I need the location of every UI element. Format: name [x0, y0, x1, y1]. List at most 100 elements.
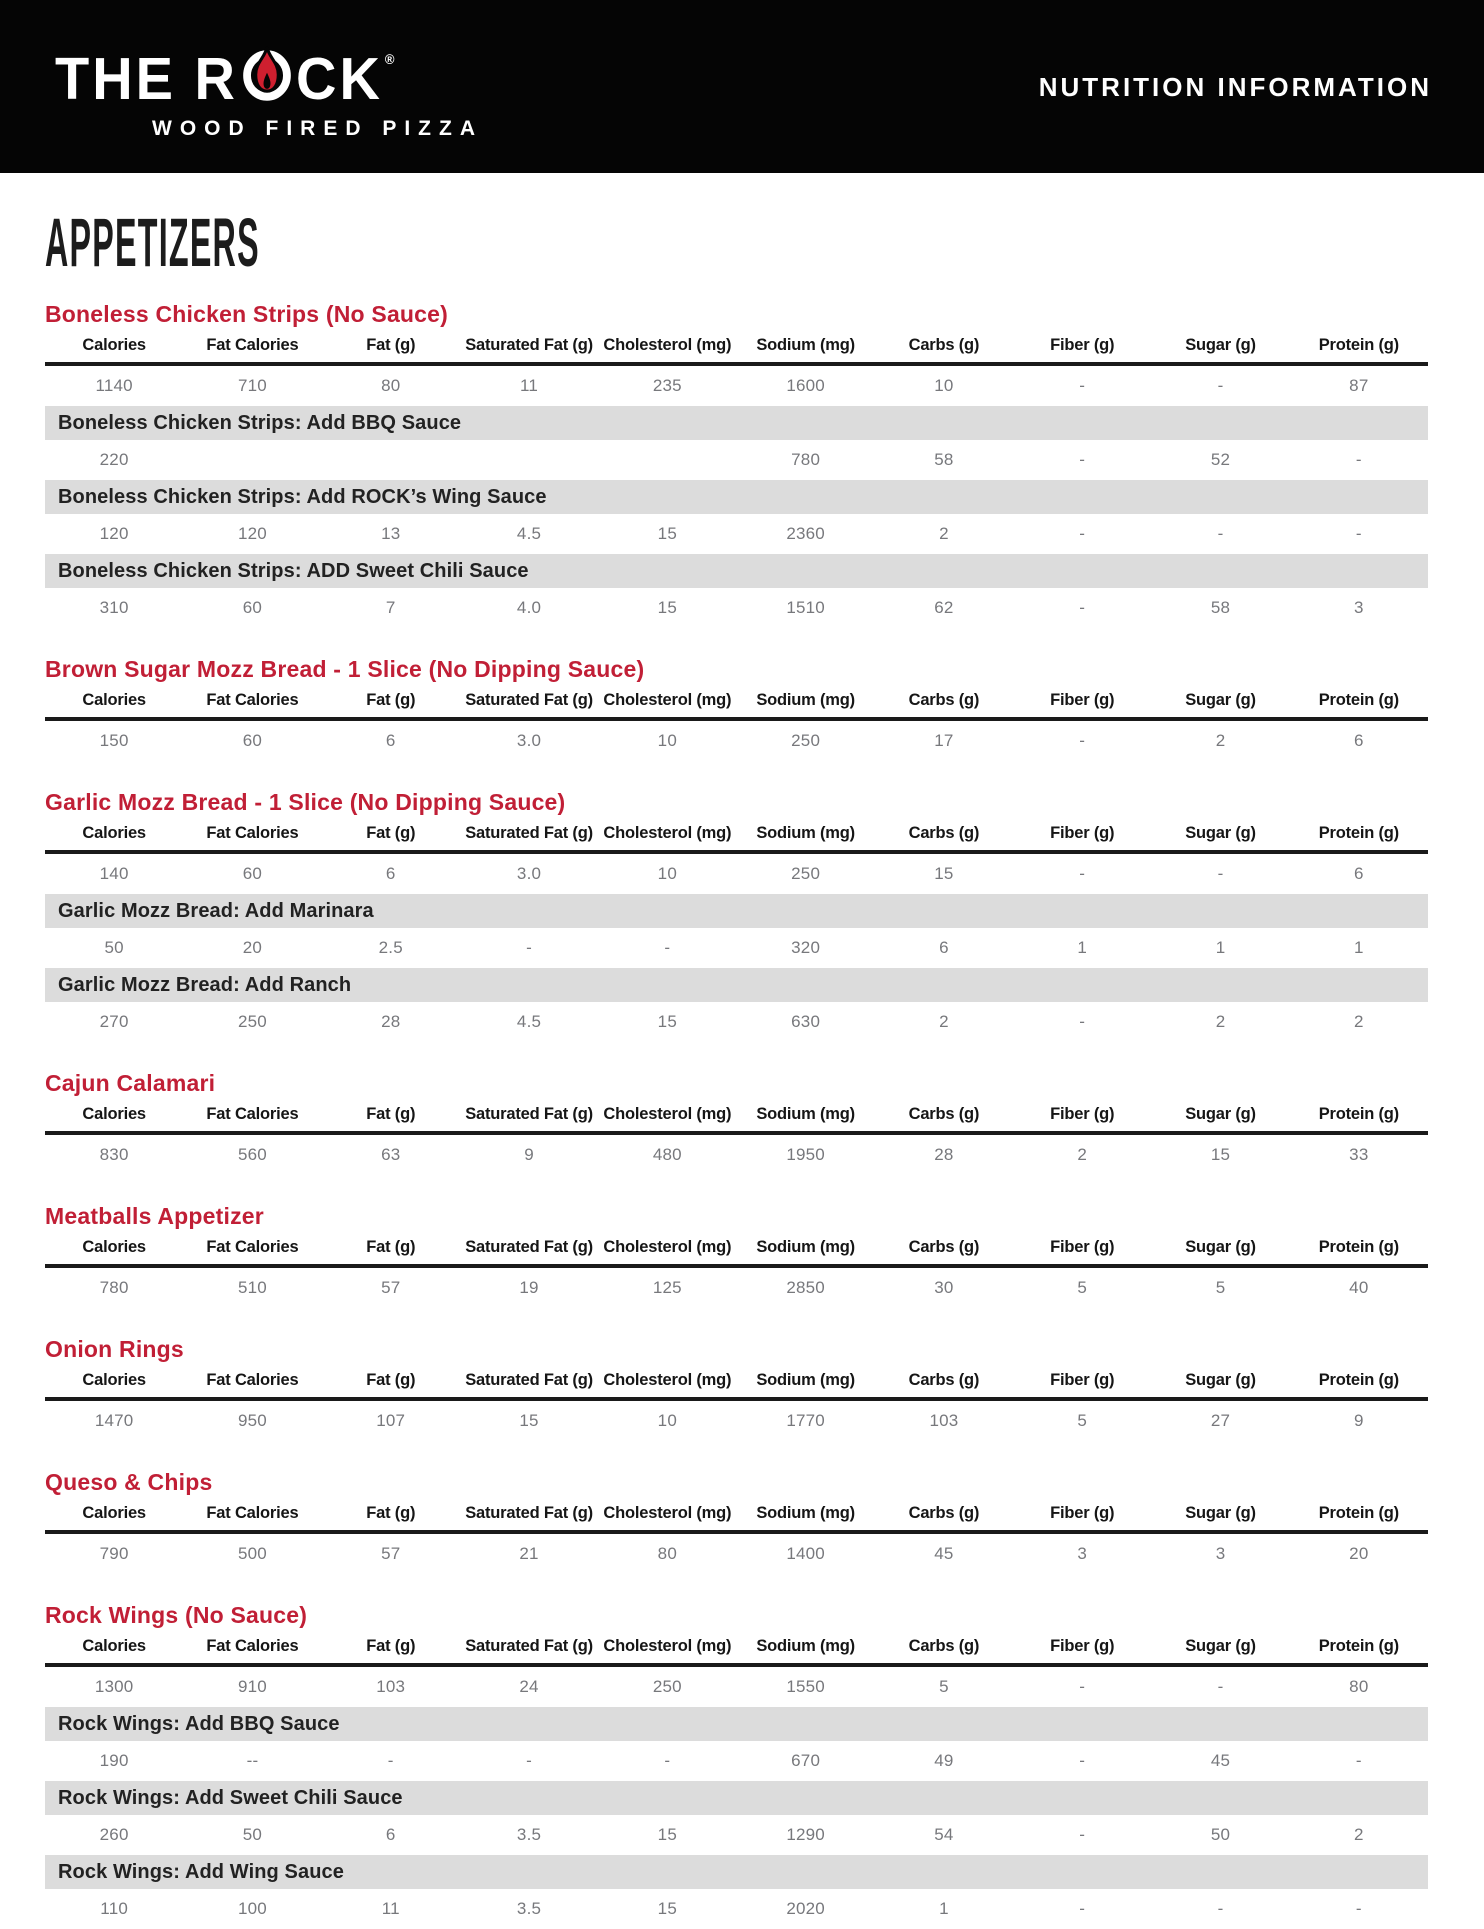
- subsection-label: Rock Wings: Add Sweet Chili Sauce: [45, 1781, 1428, 1815]
- value-cell: 15: [657, 1012, 677, 1031]
- value-cell: 1140: [95, 376, 133, 395]
- column-header: Protein (g): [1289, 1505, 1428, 1534]
- section-title: Boneless Chicken Strips (No Sauce): [45, 301, 449, 327]
- data-row: 270 250 28 4.5 15 630 2 - 2 2: [45, 1002, 1428, 1042]
- value-cell: 15: [934, 864, 954, 883]
- data-row: 790 500 57 21 80 1400 45 3 3 20: [45, 1532, 1428, 1574]
- column-header-row: Calories Fat Calories Fat (g) Saturated Fat…: [45, 825, 1428, 854]
- column-header: Calories: [45, 1505, 184, 1534]
- value-cell: -: [526, 938, 532, 957]
- column-header: Carbs (g): [874, 825, 1014, 854]
- value-cell: 13: [381, 524, 401, 543]
- column-header-row: Calories Fat Calories Fat (g) Saturated Fat…: [45, 692, 1428, 721]
- column-header: Protein (g): [1289, 692, 1428, 721]
- column-header: Saturated Fat (g): [459, 1505, 599, 1534]
- value-cell: 3.0: [516, 864, 542, 883]
- data-row: 150 60 6 3.0 10 250 17 - 2 6: [45, 719, 1428, 761]
- column-header: Calories: [45, 692, 184, 721]
- banner-title: NUTRITION INFORMATION: [1038, 72, 1432, 102]
- value-cell: 19: [519, 1278, 539, 1297]
- value-cell: -: [1217, 1899, 1224, 1918]
- value-cell: 50: [1210, 1825, 1231, 1844]
- column-header: Fat (g): [321, 692, 460, 721]
- value-cell: -: [1355, 450, 1362, 469]
- value-cell: 110: [100, 1899, 128, 1918]
- column-header-row: Calories Fat Calories Fat (g) Saturated Fat…: [45, 1106, 1428, 1135]
- column-header: Calories: [45, 1239, 184, 1268]
- value-cell: [183, 440, 321, 480]
- column-header: Saturated Fat (g): [459, 692, 599, 721]
- nutrition-table: Calories Fat Calories Fat (g) Saturated Fat…: [45, 825, 1428, 1042]
- value-cell: 1300: [94, 1677, 134, 1696]
- column-header: Saturated Fat (g): [459, 1372, 599, 1401]
- value-cell: 670: [791, 1751, 821, 1770]
- value-cell: 630: [791, 1012, 821, 1031]
- value-cell: -: [387, 1751, 394, 1770]
- value-cell: -: [1355, 1751, 1362, 1770]
- value-cell: 33: [1349, 1145, 1369, 1164]
- column-header-row: Calories Fat Calories Fat (g) Saturated Fat…: [45, 1505, 1428, 1534]
- value-cell: 1400: [786, 1544, 825, 1563]
- value-cell: 11: [520, 376, 539, 395]
- value-cell: 2: [1354, 1012, 1364, 1031]
- value-cell: 1470: [94, 1411, 134, 1430]
- column-header: Sodium (mg): [736, 692, 875, 721]
- value-cell: 2020: [786, 1899, 825, 1918]
- column-header: Carbs (g): [874, 692, 1014, 721]
- nutrition-section: Rock Wings (No Sauce) Calories Fat Calorie…: [45, 1604, 1428, 1929]
- value-cell: 3.0: [516, 731, 542, 750]
- value-cell: 2: [1215, 1012, 1226, 1031]
- column-header: Sodium (mg): [736, 1372, 875, 1401]
- value-cell: 6: [385, 864, 396, 883]
- value-cell: 9: [524, 1145, 534, 1164]
- column-header: Fiber (g): [1013, 1505, 1152, 1534]
- value-cell: 15: [657, 524, 677, 543]
- section-title: Rock Wings (No Sauce): [45, 1602, 308, 1628]
- subsection-row: Garlic Mozz Bread: Add Marinara: [45, 894, 1428, 928]
- column-header: Cholesterol (mg): [598, 337, 737, 366]
- data-row: 50 20 2.5 - - 320 6 1 1 1: [45, 928, 1428, 968]
- value-cell: --: [246, 1751, 259, 1770]
- column-header: Sugar (g): [1151, 1239, 1290, 1268]
- value-cell: 235: [652, 376, 682, 395]
- column-header: Calories: [45, 1372, 184, 1401]
- value-cell: 3: [1354, 598, 1364, 617]
- value-cell: 1770: [786, 1411, 825, 1430]
- value-cell: 17: [934, 731, 954, 750]
- value-cell: -: [1079, 376, 1086, 395]
- value-cell: -: [1355, 524, 1362, 543]
- value-cell: 60: [242, 731, 263, 750]
- column-header: Saturated Fat (g): [459, 337, 599, 366]
- column-header: Fat (g): [321, 825, 460, 854]
- column-header: Fat Calories: [183, 1505, 322, 1534]
- data-row: 1300 910 103 24 250 1550 5 - - 80: [45, 1665, 1428, 1707]
- column-header: Fat (g): [321, 1505, 460, 1534]
- value-cell: 28: [934, 1145, 954, 1164]
- subsection-row: Rock Wings: Add Wing Sauce: [45, 1855, 1428, 1889]
- data-row: 110 100 11 3.5 15 2020 1 - - -: [45, 1889, 1428, 1929]
- column-header: Fat (g): [321, 1239, 460, 1268]
- value-cell: -: [1079, 450, 1086, 469]
- nutrition-section: Boneless Chicken Strips (No Sauce) Calori…: [45, 303, 1428, 628]
- nutrition-section: Onion Rings Calories Fat Calories Fat (g) Sa…: [45, 1338, 1428, 1441]
- flame-in-o-icon: [241, 44, 293, 113]
- column-header: Cholesterol (mg): [598, 1505, 737, 1534]
- value-cell: [460, 440, 598, 480]
- value-cell: 4.5: [516, 524, 542, 543]
- nutrition-table: Calories Fat Calories Fat (g) Saturated Fat…: [45, 1239, 1428, 1308]
- nutrition-table: Calories Fat Calories Fat (g) Saturated Fat…: [45, 337, 1428, 628]
- data-row: 120 120 13 4.5 15 2360 2 - - -: [45, 514, 1428, 554]
- value-cell: 7: [385, 598, 396, 617]
- value-cell: 560: [237, 1145, 267, 1164]
- value-cell: 52: [1210, 450, 1231, 469]
- value-cell: 150: [99, 731, 129, 750]
- value-cell: 3.5: [516, 1825, 542, 1844]
- brand-logo: THE R CK ® WOOD FIRED PIZZA: [55, 44, 483, 141]
- column-header: Carbs (g): [874, 1106, 1014, 1135]
- column-header: Carbs (g): [874, 1638, 1014, 1667]
- value-cell: 250: [791, 731, 821, 750]
- nutrition-table: Calories Fat Calories Fat (g) Saturated Fat…: [45, 1372, 1428, 1441]
- value-cell: 15: [657, 1825, 677, 1844]
- column-header: Fat Calories: [183, 825, 322, 854]
- value-cell: 87: [1349, 376, 1369, 395]
